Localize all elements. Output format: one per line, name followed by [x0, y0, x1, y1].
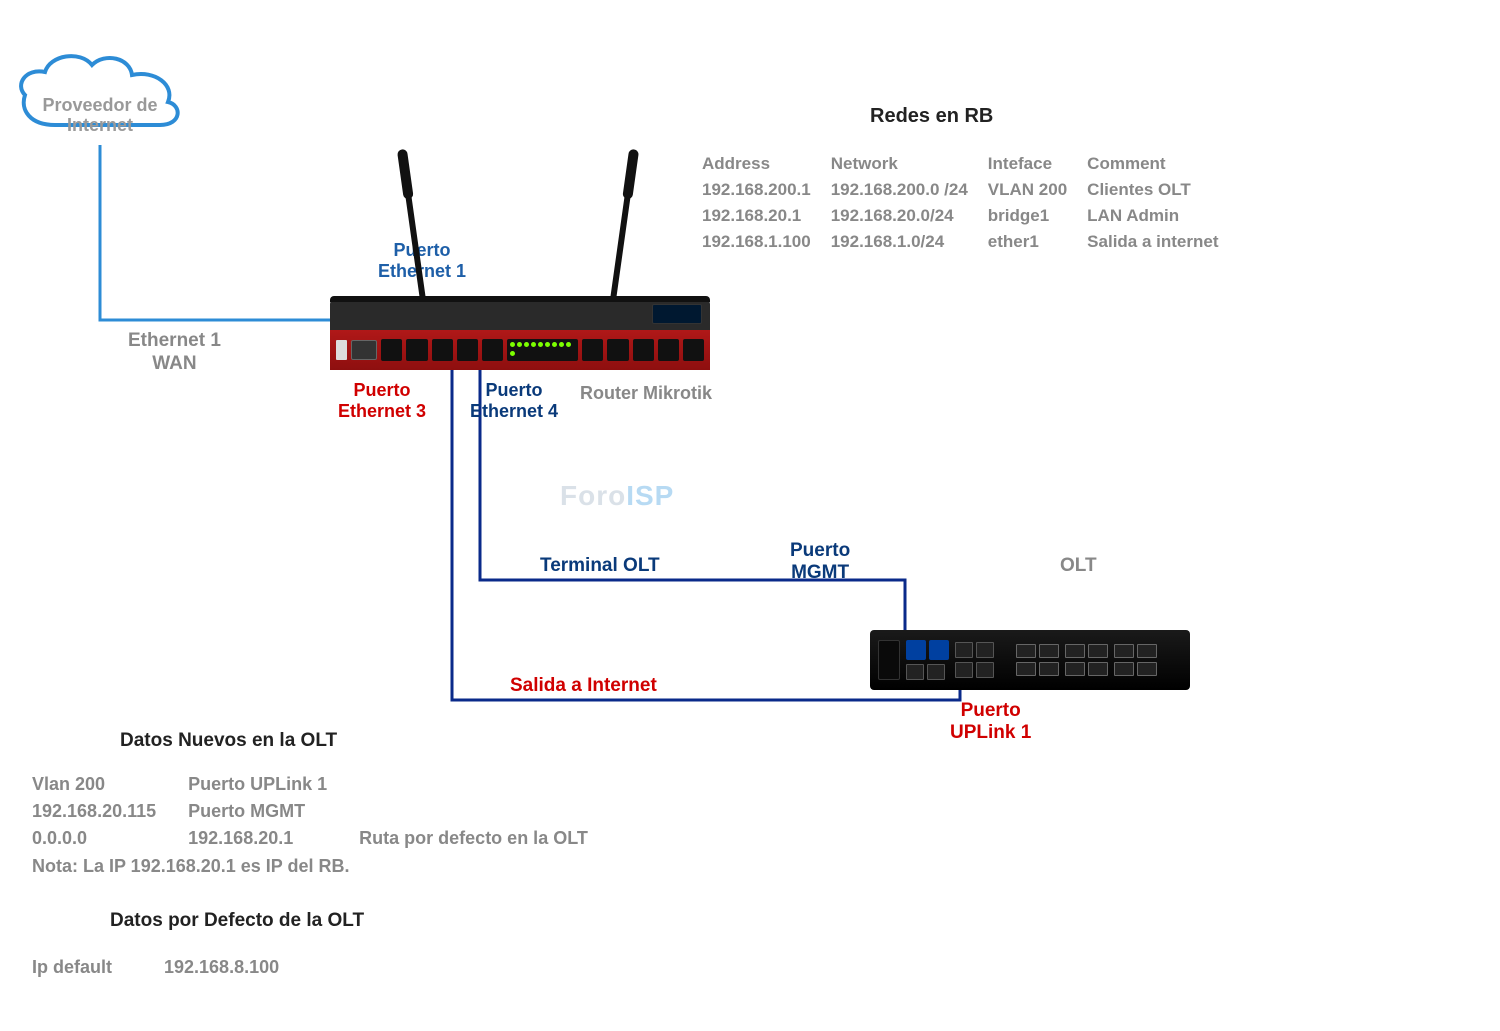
eth1-wan-l2: WAN [152, 353, 196, 374]
router-port-eth1 [381, 339, 402, 361]
olt-sfp-bank-3 [1114, 644, 1157, 676]
rbnet-row: 192.168.1.100 192.168.1.0/24 ether1 Sali… [702, 230, 1237, 254]
router-port-eth4 [457, 339, 478, 361]
datos-row: 192.168.20.115 Puerto MGMT [32, 799, 618, 824]
datos-nota-row: Nota: La IP 192.168.20.1 es IP del RB. [32, 854, 618, 879]
router-port-eth3 [432, 339, 453, 361]
puerto-eth3-l1: Puerto [354, 380, 411, 400]
rbnet-header-row: Address Network Inteface Comment [702, 152, 1237, 176]
datos-nuevos-table: Vlan 200 Puerto UPLink 1 192.168.20.115 … [30, 770, 620, 881]
datos-def-table: Ip default 192.168.8.100 [30, 955, 331, 980]
router-sfp-port [351, 340, 378, 360]
eth1-wan-label: Ethernet 1 WAN [128, 330, 221, 376]
internet-cloud: Proveedor de Internet [10, 50, 190, 155]
router-name-label: Router Mikrotik [580, 383, 712, 404]
datos-row: 0.0.0.0 192.168.20.1 Ruta por defecto en… [32, 826, 618, 851]
olt-sfp-bank-2 [1065, 644, 1108, 676]
router-usb-port [336, 340, 347, 360]
datos-def-title: Datos por Defecto de la OLT [110, 910, 364, 932]
rbnet-h-network: Network [831, 152, 986, 176]
router-port-eth7 [607, 339, 628, 361]
datos-nuevos-title: Datos Nuevos en la OLT [120, 730, 337, 752]
watermark: ForoISP [560, 480, 674, 512]
puerto-uplink-l2: UPLink 1 [950, 722, 1031, 743]
router-chassis-top [330, 300, 710, 330]
watermark-isp: ISP [626, 480, 674, 511]
salida-internet-label: Salida a Internet [510, 675, 657, 697]
rbnet-h-interface: Inteface [988, 152, 1085, 176]
router-port-eth8 [633, 339, 654, 361]
puerto-uplink-l1: Puerto [961, 700, 1021, 721]
olt-device [870, 630, 1190, 690]
rbnet-h-comment: Comment [1087, 152, 1236, 176]
puerto-mgmt-l2: MGMT [791, 562, 849, 583]
router-led-panel [507, 339, 578, 361]
terminal-olt-label: Terminal OLT [540, 555, 660, 577]
puerto-eth1-l1: Puerto [394, 240, 451, 260]
router-port-eth6 [582, 339, 603, 361]
olt-indicator-panel [878, 640, 900, 680]
rbnet-table: Address Network Inteface Comment 192.168… [700, 150, 1239, 256]
cloud-label-1: Proveedor de [42, 95, 157, 115]
olt-uplink-port [955, 642, 973, 658]
olt-sfp-bank-1 [1016, 644, 1059, 676]
router-port-eth5 [482, 339, 503, 361]
datos-row: Vlan 200 Puerto UPLink 1 [32, 772, 618, 797]
datos-def-row: Ip default 192.168.8.100 [32, 957, 329, 978]
rbnet-h-address: Address [702, 152, 829, 176]
puerto-uplink-label: Puerto UPLink 1 [950, 700, 1031, 744]
olt-console-port [929, 640, 949, 660]
router-port-eth10 [683, 339, 704, 361]
olt-mgmt-port [906, 640, 926, 660]
puerto-mgmt-label: Puerto MGMT [790, 540, 850, 584]
puerto-eth3-label: Puerto Ethernet 3 [338, 380, 426, 421]
antenna-2 [610, 151, 637, 300]
eth1-wan-l1: Ethernet 1 [128, 330, 221, 351]
router-device [330, 300, 710, 380]
cloud-label-2: Internet [67, 115, 133, 135]
rbnet-row: 192.168.200.1 192.168.200.0 /24 VLAN 200… [702, 178, 1237, 202]
puerto-eth4-l1: Puerto [486, 380, 543, 400]
watermark-foro: Foro [560, 480, 626, 511]
olt-label: OLT [1060, 555, 1097, 577]
puerto-eth3-l2: Ethernet 3 [338, 401, 426, 421]
rbnet-title: Redes en RB [870, 105, 993, 128]
router-front-panel [330, 330, 710, 370]
datos-nota: Nota: La IP 192.168.20.1 es IP del RB. [32, 854, 618, 879]
router-port-eth9 [658, 339, 679, 361]
rbnet-row: 192.168.20.1 192.168.20.0/24 bridge1 LAN… [702, 204, 1237, 228]
router-port-eth2 [406, 339, 427, 361]
puerto-eth4-label: Puerto Ethernet 4 [470, 380, 558, 421]
puerto-eth4-l2: Ethernet 4 [470, 401, 558, 421]
puerto-mgmt-l1: Puerto [790, 540, 850, 561]
